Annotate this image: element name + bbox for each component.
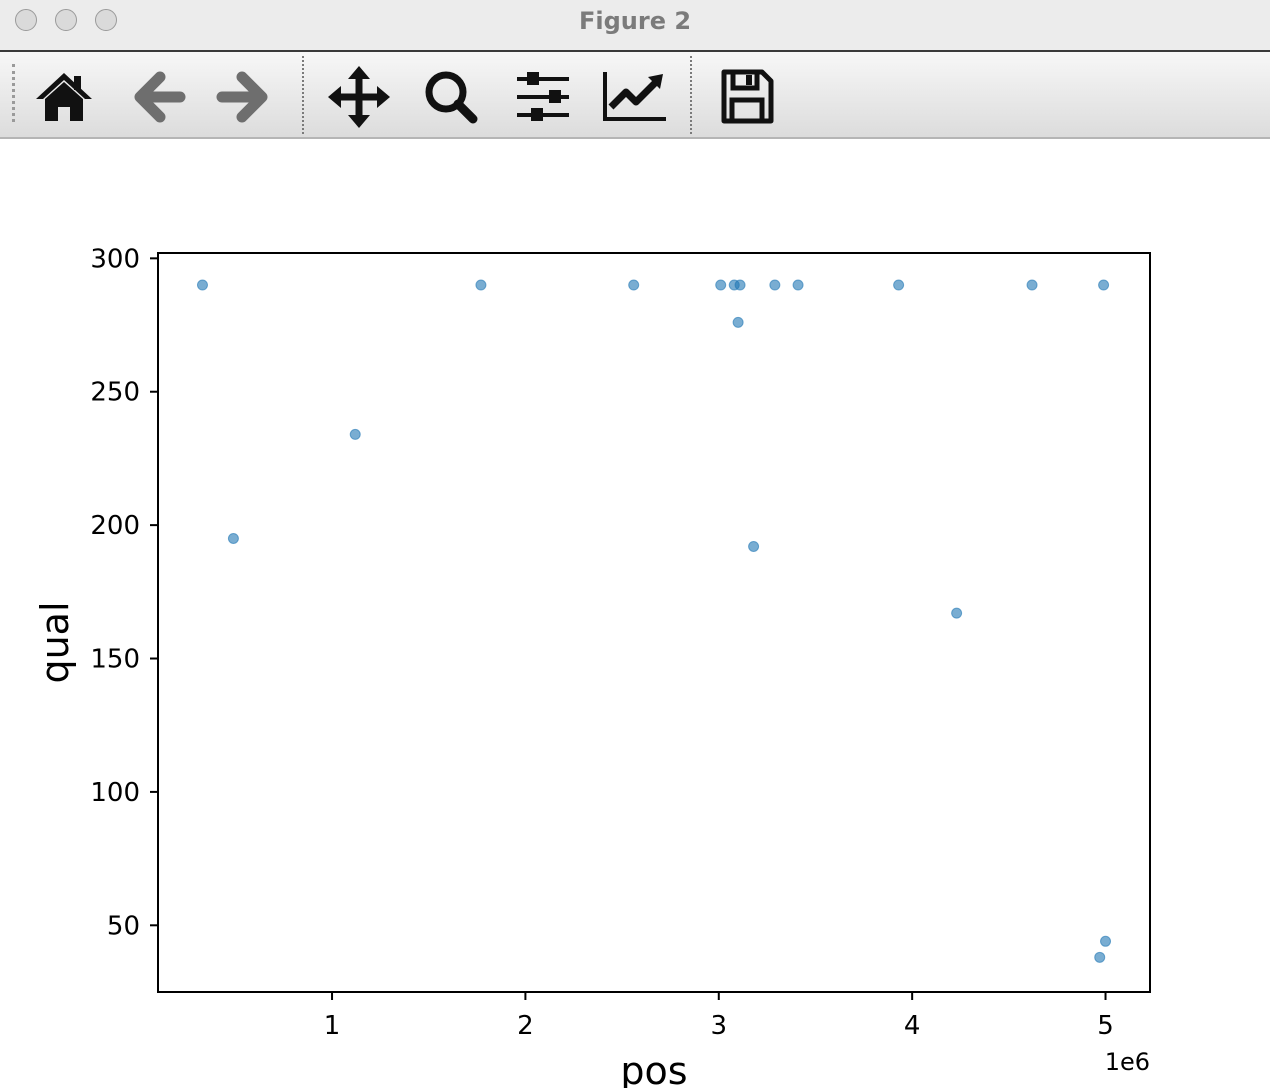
y-tick-label: 100 xyxy=(90,778,140,808)
forward-button[interactable] xyxy=(211,62,281,132)
configure-subplots-icon xyxy=(517,72,569,121)
home-icon xyxy=(36,73,92,121)
minimize-window-button[interactable] xyxy=(55,9,77,31)
data-point xyxy=(628,279,640,291)
zoom-icon xyxy=(425,71,478,124)
data-point xyxy=(732,316,744,328)
y-tick-label: 150 xyxy=(90,645,140,675)
configure-subplots-button[interactable] xyxy=(508,62,578,132)
scatter-chart: 1 2 3 4 5 50 100 150 200 250 300 1e6 pos qual xyxy=(33,244,1151,1092)
data-point xyxy=(748,540,760,552)
y-axis-label: qual xyxy=(33,601,77,683)
data-point xyxy=(715,279,727,291)
y-tick-label: 200 xyxy=(90,511,140,541)
data-point xyxy=(196,279,208,291)
axes-frame xyxy=(157,252,1151,993)
toolbar-separator xyxy=(690,56,692,134)
data-point xyxy=(951,607,963,619)
figure-canvas[interactable]: 1 2 3 4 5 50 100 150 200 250 300 1e6 pos qual xyxy=(0,139,1270,1092)
close-window-button[interactable] xyxy=(15,9,37,31)
data-point xyxy=(792,279,804,291)
data-point xyxy=(769,279,781,291)
y-tick-label: 250 xyxy=(90,378,140,408)
x-offset-label: 1e6 xyxy=(1105,1048,1150,1076)
toolbar-separator xyxy=(302,56,304,134)
toolbar xyxy=(0,52,1270,139)
marks-layer xyxy=(196,279,1112,963)
zoom-button[interactable] xyxy=(416,62,486,132)
pan-button[interactable] xyxy=(324,62,394,132)
x-axis-label: pos xyxy=(620,1049,687,1088)
back-button[interactable] xyxy=(121,62,191,132)
data-point xyxy=(734,279,746,291)
save-icon xyxy=(721,69,774,124)
data-point xyxy=(1026,279,1038,291)
x-tick-label: 2 xyxy=(517,1011,534,1041)
edit-axis-button[interactable] xyxy=(600,62,670,132)
data-point xyxy=(1100,935,1112,947)
data-point xyxy=(475,279,487,291)
x-tick-label: 1 xyxy=(324,1011,341,1041)
data-point xyxy=(893,279,905,291)
back-arrow-icon xyxy=(134,71,186,123)
y-tick-label: 300 xyxy=(90,244,140,274)
window-titlebar: Figure 2 xyxy=(0,0,1270,52)
toolbar-grip[interactable] xyxy=(12,64,15,122)
save-button[interactable] xyxy=(712,62,782,132)
data-point xyxy=(227,532,239,544)
zoom-window-button[interactable] xyxy=(95,9,117,31)
home-button[interactable] xyxy=(29,62,99,132)
data-point xyxy=(1094,951,1106,963)
pan-icon xyxy=(328,66,390,128)
ticks-layer: 1 2 3 4 5 50 100 150 200 250 300 xyxy=(90,244,1113,1041)
y-tick-label: 50 xyxy=(107,911,140,941)
edit-axis-icon xyxy=(603,72,666,121)
data-point xyxy=(1098,279,1110,291)
forward-arrow-icon xyxy=(216,71,268,123)
data-point xyxy=(349,428,361,440)
window-title: Figure 2 xyxy=(578,7,692,35)
x-tick-label: 4 xyxy=(904,1011,921,1041)
x-tick-label: 3 xyxy=(711,1011,728,1041)
x-tick-label: 5 xyxy=(1097,1011,1114,1041)
